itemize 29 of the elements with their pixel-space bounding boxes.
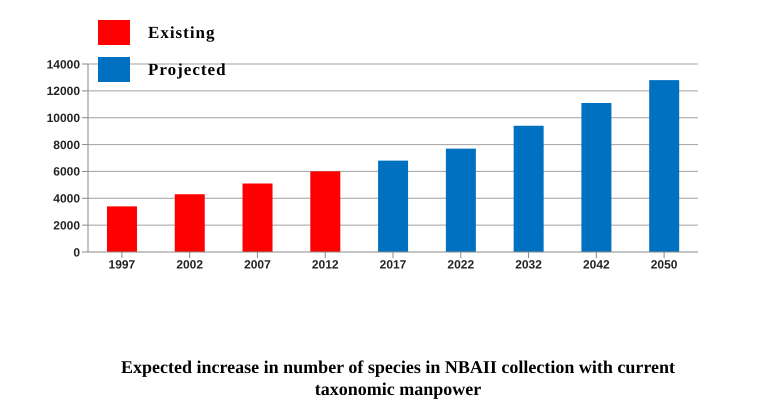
x-tick-label: 2017 xyxy=(380,258,407,272)
bar xyxy=(242,184,273,252)
x-tick-label: 2032 xyxy=(515,258,542,272)
x-tick-label: 2002 xyxy=(176,258,204,272)
y-tick-label: 14000 xyxy=(46,57,80,72)
bar xyxy=(378,160,408,252)
x-tick-label: 1997 xyxy=(108,258,136,272)
x-tick-label: 2022 xyxy=(447,258,474,272)
bar xyxy=(174,194,205,252)
y-tick-label: 12000 xyxy=(46,84,80,98)
bar xyxy=(649,80,680,252)
x-tick-label: 2050 xyxy=(650,258,678,272)
bar xyxy=(310,171,340,252)
y-tick-label: 4000 xyxy=(53,192,80,206)
y-tick-label: 2000 xyxy=(53,218,80,232)
legend-label: Projected xyxy=(148,60,227,80)
bar xyxy=(106,206,137,252)
text: Expected increase in number of species in NBAII collection with current taxonomic manpower xyxy=(120,356,676,400)
y-tick-label: 0 xyxy=(73,245,80,260)
y-tick-label: 8000 xyxy=(53,138,80,152)
bar xyxy=(514,126,544,252)
x-tick-label: 2012 xyxy=(312,258,339,272)
bar xyxy=(581,102,612,252)
bar xyxy=(446,148,476,252)
legend-label: Existing xyxy=(148,22,216,42)
x-tick-label: 2042 xyxy=(582,258,610,272)
y-tick-label: 10000 xyxy=(46,110,80,125)
y-tick-label: 6000 xyxy=(53,164,80,179)
x-tick-label: 2007 xyxy=(244,258,272,272)
